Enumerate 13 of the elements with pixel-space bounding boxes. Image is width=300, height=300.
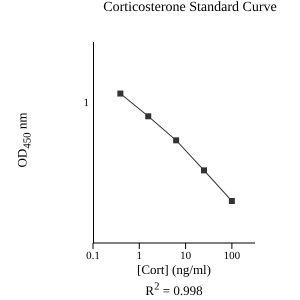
- point: [145, 113, 152, 120]
- text: 1: [84, 97, 89, 109]
- x-tick-label: 0.1: [86, 250, 100, 262]
- point: [201, 167, 207, 174]
- x-tick-label: 1: [136, 250, 142, 262]
- point: [173, 137, 180, 144]
- text: R$^{2}$ = 0.998: [145, 281, 203, 298]
- x-tick-label: 100: [224, 250, 241, 262]
- chart-title: Corticosterone Standard Curve: [102, 0, 278, 16]
- x-tick-label: 10: [180, 250, 192, 262]
- point: [228, 198, 235, 204]
- x-axis-title: [Cort] (ng/ml): [136, 262, 211, 277]
- point: [117, 90, 124, 97]
